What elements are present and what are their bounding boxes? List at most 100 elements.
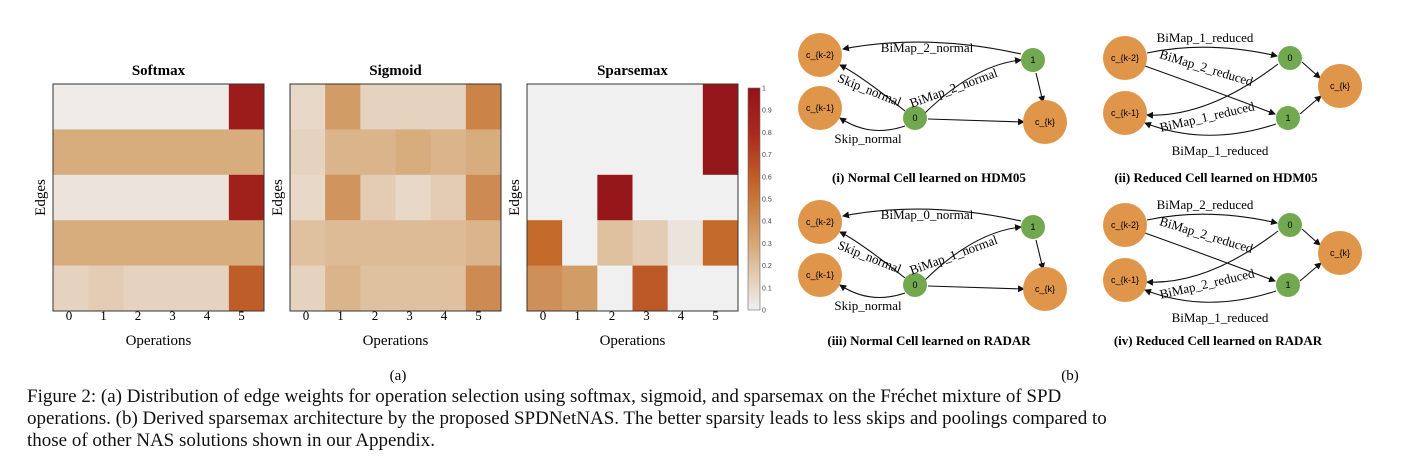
heatmap-cell	[123, 84, 159, 130]
x-tick-label: 4	[204, 308, 211, 323]
cell-diagram-2: c_{k-2} c_{k-1} 0 1 c_{k} BiMap_0_normal Skip_…	[798, 200, 1067, 348]
y-axis-label: Edges	[507, 179, 523, 216]
heatmap-cell	[597, 174, 633, 221]
heatmap-title: Sparsemax	[597, 63, 668, 79]
caption-line: those of other NAS solutions shown in ou…	[27, 430, 435, 451]
graph-node	[1278, 213, 1302, 237]
heatmap-cell	[465, 174, 502, 221]
panel-b-label: (b)	[1061, 368, 1079, 384]
heatmap-cell	[53, 129, 89, 176]
x-axis-label: Operations	[126, 333, 192, 349]
graph-edge	[927, 285, 1025, 293]
heatmap-cell	[360, 129, 396, 176]
colorbar-tick-label: 0.2	[762, 263, 772, 270]
heatmap-cell	[228, 174, 265, 221]
x-tick-label: 5	[238, 308, 245, 323]
heatmap-cell	[562, 129, 598, 176]
heatmap-cell	[597, 84, 633, 130]
heatmap-cell	[702, 84, 739, 130]
heatmap-frame	[289, 83, 502, 312]
graph-node	[798, 33, 842, 77]
heatmap-cell	[53, 265, 89, 312]
heatmap-cell	[290, 174, 326, 221]
edge-label: BiMap_1_reduced	[1157, 30, 1254, 45]
node-label: 0	[912, 280, 917, 290]
heatmap-cell	[527, 129, 563, 176]
heatmap-cell	[290, 84, 326, 130]
heatmap-cell	[527, 174, 563, 221]
graph-node	[1103, 91, 1147, 135]
heatmap-cell	[53, 220, 89, 267]
heatmap-cell	[702, 174, 739, 221]
graph-node	[1021, 215, 1045, 239]
node-label: c_{k-1}	[806, 270, 834, 280]
x-tick-label: 4	[678, 308, 685, 323]
heatmap-cell	[562, 220, 598, 267]
heatmap-cell	[562, 84, 598, 130]
heatmap-frame	[52, 83, 265, 312]
heatmap-cell	[395, 129, 432, 176]
heatmap-cell	[597, 220, 633, 267]
graph-node	[1023, 267, 1067, 311]
heatmap-cell	[158, 220, 195, 267]
edge-label: Skip_normal	[836, 237, 904, 276]
heatmap-cell	[465, 129, 502, 176]
panel-a-heatmaps: Softmax 0 1 2 3 4 5 Operations Edges Sigmoid 0 1 2 3 4…	[33, 63, 739, 349]
graph-node	[903, 106, 927, 130]
heatmap-cell	[88, 174, 124, 221]
graph-edge	[924, 224, 1022, 281]
colorbar-tick-label: 0.4	[762, 219, 772, 226]
graph-edge	[1146, 230, 1279, 286]
heatmap-cell	[632, 174, 669, 221]
graph-node	[798, 253, 842, 297]
graph-node	[1318, 64, 1362, 108]
heatmap-cell	[158, 129, 195, 176]
graph-edge	[1035, 72, 1045, 103]
heatmap-cell	[88, 265, 124, 312]
heatmap-cell	[53, 174, 89, 221]
heatmap-cell	[632, 129, 669, 176]
heatmap-cell	[325, 174, 361, 221]
x-tick-label: 3	[169, 308, 176, 323]
x-tick-label: 5	[475, 308, 482, 323]
edge-label: Skip_normal	[834, 131, 902, 146]
graph-node	[1278, 46, 1302, 70]
heatmap-cell	[360, 84, 396, 130]
heatmap-cell	[193, 265, 230, 312]
edge-label: BiMap_2_reduced	[1157, 197, 1254, 212]
heatmap-cell	[702, 129, 739, 176]
heatmap-cell	[228, 84, 265, 130]
edge-label: Skip_normal	[836, 70, 904, 109]
x-tick-label: 0	[66, 308, 73, 323]
colorbar-tick-label: 0.1	[762, 285, 772, 292]
heatmap-cell	[465, 220, 502, 267]
cell-diagram-1: c_{k-2}c_{k-1}01c_{k}BiMap_1_reducedBiMa…	[1103, 30, 1362, 185]
heatmap-cell	[430, 220, 467, 267]
heatmap-cell	[465, 84, 502, 130]
heatmap-cell	[430, 174, 467, 221]
heatmap-cell	[228, 265, 265, 312]
edge-label: BiMap_2_normal	[881, 40, 974, 55]
heatmap-cell	[193, 129, 230, 176]
heatmap-cell	[562, 174, 598, 221]
edge-label: BiMap_1_normal	[907, 232, 999, 278]
graph-edge	[924, 57, 1022, 114]
heatmap-1: Sigmoid 0 1 2 3 4 5 Operations Edges	[270, 63, 502, 349]
node-label: 1	[1030, 222, 1035, 232]
heatmap-cell	[325, 220, 361, 267]
graph-edge	[1299, 262, 1322, 282]
graph-edge	[1146, 46, 1278, 59]
colorbar-tick-label: 0.7	[762, 152, 772, 159]
node-label: c_{k}	[1035, 117, 1055, 127]
x-tick-label: 1	[574, 308, 581, 323]
graph-edge	[839, 117, 906, 131]
heatmap-cell	[667, 129, 704, 176]
node-label: c_{k-1}	[806, 103, 834, 113]
heatmap-cell	[702, 265, 739, 312]
graph-edge	[839, 284, 906, 298]
x-tick-label: 3	[406, 308, 413, 323]
heatmap-cell	[325, 265, 361, 312]
x-tick-label: 3	[643, 308, 650, 323]
caption-line: Figure 2: (a) Distribution of edge weigh…	[27, 386, 1062, 407]
colorbar-tick-label: 0.6	[762, 174, 772, 181]
